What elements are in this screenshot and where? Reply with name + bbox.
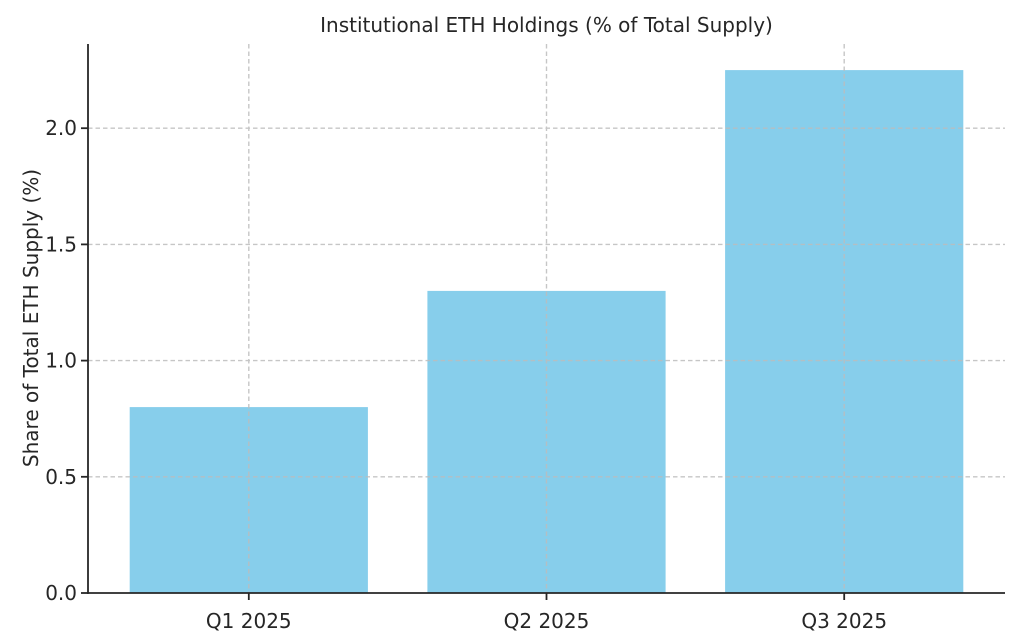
y-tick-label: 2.0	[45, 116, 77, 140]
y-tick-label: 0.0	[45, 581, 77, 605]
axes-group	[81, 44, 1005, 600]
y-tick-label: 1.0	[45, 349, 77, 373]
y-tick-label: 1.5	[45, 232, 77, 256]
y-tick-label: 0.5	[45, 465, 77, 489]
tick-labels-group: 0.0 0.5 1.0 1.5 2.0 Q1 2025 Q2 2025 Q3 2025	[45, 116, 887, 633]
x-tick-label-q3-2025: Q3 2025	[801, 609, 887, 633]
gridlines-group	[88, 44, 1005, 593]
x-tick-label-q1-2025: Q1 2025	[206, 609, 292, 633]
x-tick-label-q2-2025: Q2 2025	[504, 609, 590, 633]
chart-title: Institutional ETH Holdings (% of Total S…	[320, 13, 773, 37]
